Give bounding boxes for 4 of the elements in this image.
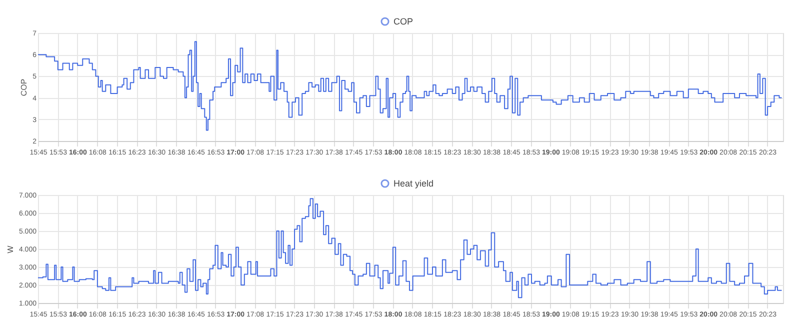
legend-label: Heat yield — [394, 178, 434, 188]
legend-label: COP — [394, 16, 414, 26]
y-axis-title: COP — [20, 78, 29, 96]
y-axis-title: W — [6, 245, 15, 254]
